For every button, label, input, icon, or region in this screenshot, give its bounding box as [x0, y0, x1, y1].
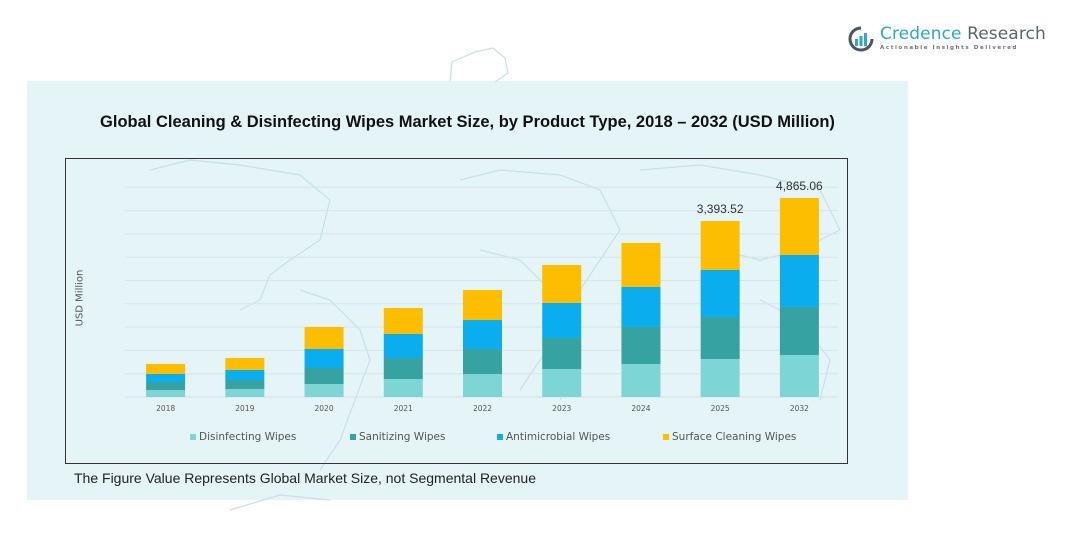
x-tick-label: 2020 — [315, 404, 334, 413]
legend-label: Disinfecting Wipes — [199, 431, 297, 443]
bar-segment-disinfecting-wipes — [383, 379, 423, 397]
bar-segment-disinfecting-wipes — [779, 354, 819, 397]
bar-segment-sanitizing-wipes — [304, 367, 344, 384]
legend-label: Surface Cleaning Wipes — [672, 431, 797, 443]
x-tick-label: 2032 — [790, 404, 809, 413]
legend-swatch — [350, 434, 356, 440]
bar-segment-surface-cleaning-wipes — [146, 363, 186, 374]
data-label: 4,865.06 — [776, 179, 823, 193]
bar-segment-antimicrobial-wipes — [700, 269, 740, 317]
brand-name-part1: Credence — [880, 24, 962, 45]
legend-item: Antimicrobial Wipes — [497, 431, 610, 443]
brand-logo: Credence Research Actionable Insights De… — [848, 26, 1046, 52]
bar-segment-sanitizing-wipes — [700, 316, 740, 360]
bar-segment-disinfecting-wipes — [621, 363, 661, 397]
bar-segment-sanitizing-wipes — [225, 379, 265, 389]
bar-segment-antimicrobial-wipes — [542, 302, 582, 338]
bar-segment-disinfecting-wipes — [463, 374, 502, 397]
bar-segment-antimicrobial-wipes — [463, 320, 502, 350]
bar-segment-antimicrobial-wipes — [621, 286, 661, 327]
legend-item: Sanitizing Wipes — [350, 431, 445, 443]
bar-segment-sanitizing-wipes — [542, 337, 582, 369]
bar-segment-antimicrobial-wipes — [146, 373, 186, 382]
bar-segment-disinfecting-wipes — [146, 390, 186, 397]
chart-frame — [65, 158, 848, 464]
bar-segment-disinfecting-wipes — [542, 368, 582, 397]
legend-item: Disinfecting Wipes — [190, 431, 296, 443]
bar-segment-disinfecting-wipes — [700, 359, 740, 397]
legend-swatch — [663, 434, 669, 440]
bar-segment-sanitizing-wipes — [463, 349, 502, 375]
bar-segment-disinfecting-wipes — [225, 388, 265, 397]
bar-segment-surface-cleaning-wipes — [700, 220, 740, 270]
bar-segment-surface-cleaning-wipes — [463, 289, 502, 321]
bar-segment-antimicrobial-wipes — [225, 369, 265, 380]
bar-segment-surface-cleaning-wipes — [779, 198, 819, 255]
x-tick-label: 2019 — [235, 404, 254, 413]
bar-segment-disinfecting-wipes — [304, 383, 344, 397]
x-tick-label: 2024 — [631, 404, 650, 413]
bar-segment-sanitizing-wipes — [779, 306, 819, 355]
legend-label: Antimicrobial Wipes — [506, 431, 611, 443]
bar-segment-antimicrobial-wipes — [383, 334, 423, 359]
legend-item: Surface Cleaning Wipes — [663, 431, 796, 443]
x-tick-label: 2022 — [473, 404, 492, 413]
bar-segment-antimicrobial-wipes — [779, 254, 819, 307]
bar-segment-antimicrobial-wipes — [304, 348, 344, 368]
bar-segment-sanitizing-wipes — [621, 326, 661, 364]
legend-swatch — [190, 434, 196, 440]
bar-segment-surface-cleaning-wipes — [383, 307, 423, 335]
bar-segment-sanitizing-wipes — [146, 381, 186, 391]
bar-segment-sanitizing-wipes — [383, 358, 423, 380]
brand-name-part2: Research — [961, 24, 1046, 45]
chart-title: Global Cleaning & Disinfecting Wipes Mar… — [100, 113, 835, 131]
bar-segment-surface-cleaning-wipes — [225, 357, 265, 370]
x-tick-label: 2021 — [394, 404, 413, 413]
bar-segment-surface-cleaning-wipes — [542, 264, 582, 303]
footnote: The Figure Value Represents Global Marke… — [74, 470, 536, 486]
x-tick-label: 2023 — [552, 404, 571, 413]
x-tick-label: 2025 — [711, 404, 730, 413]
legend-label: Sanitizing Wipes — [359, 431, 446, 443]
x-tick-label: 2018 — [156, 404, 175, 413]
legend-swatch — [497, 434, 503, 440]
brand-tagline: Actionable Insights Delivered — [880, 45, 1018, 52]
bar-segment-surface-cleaning-wipes — [304, 326, 344, 349]
bar-segment-surface-cleaning-wipes — [621, 242, 661, 287]
data-label: 3,393.52 — [697, 202, 744, 216]
bar-chart-in-circle-icon — [848, 26, 874, 52]
